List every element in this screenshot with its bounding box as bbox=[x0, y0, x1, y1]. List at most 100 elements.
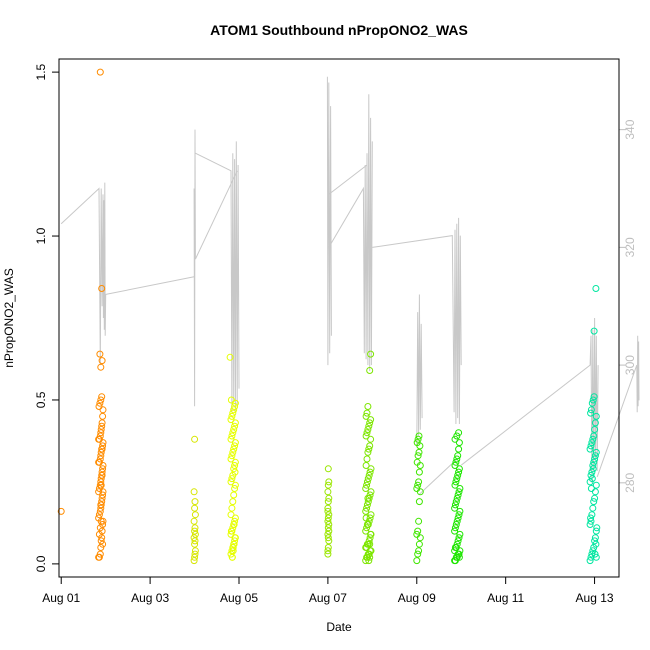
data-point bbox=[231, 419, 239, 427]
data-point bbox=[324, 550, 332, 558]
data-point bbox=[229, 498, 237, 506]
data-point bbox=[98, 471, 106, 479]
data-point bbox=[324, 517, 332, 525]
data-point bbox=[230, 521, 238, 528]
data-point bbox=[413, 530, 421, 538]
data-point bbox=[363, 478, 371, 486]
data-point bbox=[97, 475, 105, 483]
data-point bbox=[453, 540, 461, 548]
data-point bbox=[96, 455, 104, 463]
data-point bbox=[415, 448, 423, 456]
data-point bbox=[415, 432, 423, 440]
data-point bbox=[451, 462, 459, 469]
data-point bbox=[455, 488, 463, 496]
data-point bbox=[97, 537, 105, 545]
data-point bbox=[191, 547, 199, 555]
data-point bbox=[97, 517, 105, 525]
data-point bbox=[453, 517, 461, 525]
data-point bbox=[451, 504, 459, 512]
data-point bbox=[324, 481, 332, 489]
data-point bbox=[452, 478, 460, 486]
x-tick-label: Aug 07 bbox=[309, 591, 347, 605]
data-point bbox=[451, 501, 459, 509]
data-point bbox=[455, 534, 463, 542]
data-point bbox=[363, 504, 371, 512]
data-point bbox=[415, 540, 423, 548]
data-point bbox=[453, 475, 461, 483]
data-point bbox=[590, 498, 598, 506]
data-point bbox=[324, 465, 332, 473]
data-point bbox=[592, 527, 600, 535]
data-point bbox=[96, 524, 104, 532]
data-point bbox=[592, 285, 600, 292]
right-tick-label: 340 bbox=[623, 119, 637, 139]
data-point bbox=[362, 485, 370, 492]
data-point bbox=[587, 442, 595, 450]
data-point bbox=[97, 363, 105, 371]
data-point bbox=[365, 422, 373, 430]
data-point bbox=[364, 475, 372, 483]
data-point bbox=[454, 471, 462, 479]
data-point bbox=[455, 439, 463, 447]
data-point bbox=[451, 524, 459, 532]
scatter-points-group bbox=[57, 68, 601, 565]
data-point bbox=[590, 327, 598, 335]
data-point bbox=[97, 481, 105, 489]
data-point bbox=[230, 445, 238, 453]
data-point bbox=[191, 553, 199, 561]
data-point bbox=[191, 527, 199, 535]
y-tick-label: 0.0 bbox=[34, 555, 48, 572]
plot-border bbox=[58, 58, 620, 578]
data-point bbox=[191, 530, 199, 538]
data-point bbox=[57, 507, 65, 515]
data-point bbox=[362, 514, 370, 522]
data-point bbox=[98, 422, 106, 430]
data-point bbox=[99, 406, 107, 414]
data-point bbox=[591, 534, 599, 542]
data-point bbox=[97, 478, 105, 486]
data-point bbox=[230, 426, 238, 433]
altitude-trace-line bbox=[328, 164, 368, 195]
data-point bbox=[95, 511, 103, 519]
altitude-trace-line bbox=[418, 458, 458, 495]
data-point bbox=[588, 399, 596, 407]
data-point bbox=[97, 448, 105, 456]
data-point bbox=[592, 412, 600, 420]
right-tick-label: 320 bbox=[623, 237, 637, 257]
data-point bbox=[231, 462, 239, 469]
data-point bbox=[591, 452, 599, 460]
data-point bbox=[591, 537, 599, 545]
data-point bbox=[588, 475, 596, 483]
data-point bbox=[227, 435, 235, 443]
data-point bbox=[229, 547, 237, 555]
x-tick-label: Aug 11 bbox=[487, 591, 524, 605]
data-point bbox=[415, 468, 423, 476]
data-point bbox=[231, 485, 239, 492]
data-point bbox=[96, 507, 104, 515]
data-point bbox=[231, 439, 239, 447]
data-point bbox=[451, 435, 459, 443]
data-point bbox=[588, 511, 596, 519]
data-point bbox=[191, 498, 199, 506]
data-point bbox=[96, 350, 104, 358]
data-point bbox=[191, 511, 199, 519]
altitude-trace-line bbox=[372, 217, 462, 425]
data-point bbox=[455, 550, 463, 558]
data-point bbox=[227, 396, 235, 404]
data-point bbox=[97, 504, 105, 512]
right-tick-label: 280 bbox=[623, 472, 637, 492]
x-tick-label: Aug 09 bbox=[398, 591, 436, 605]
data-point bbox=[415, 498, 423, 506]
data-point bbox=[367, 511, 375, 519]
data-point bbox=[588, 468, 596, 476]
data-point bbox=[587, 517, 595, 525]
data-point bbox=[98, 357, 106, 365]
altitude-trace-line bbox=[193, 129, 196, 407]
data-point bbox=[364, 448, 372, 456]
data-point bbox=[365, 557, 373, 565]
data-point bbox=[228, 412, 236, 420]
data-point bbox=[452, 544, 460, 551]
data-point bbox=[190, 517, 198, 525]
data-point bbox=[362, 507, 370, 515]
